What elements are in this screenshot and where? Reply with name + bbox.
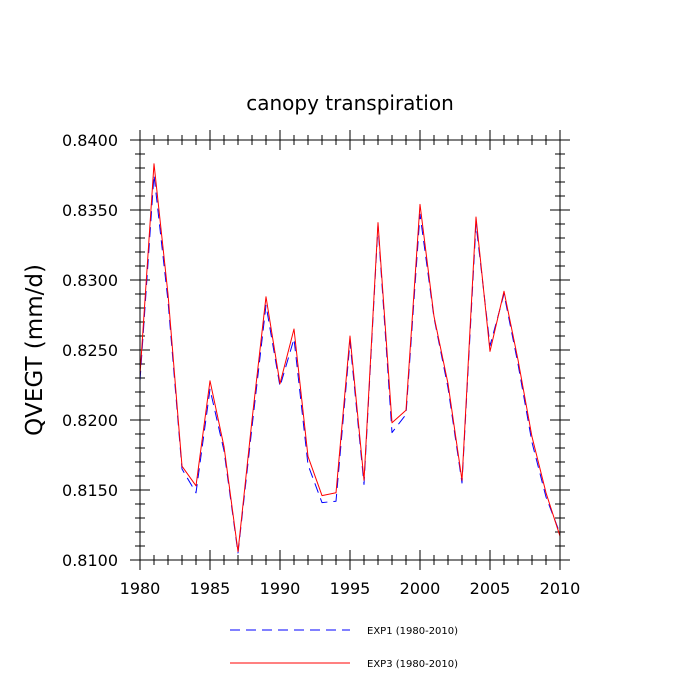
chart-title: canopy transpiration (246, 91, 454, 115)
plot-frame (139, 139, 561, 561)
x-tick-label: 1990 (260, 579, 301, 598)
series-line-2 (139, 163, 561, 553)
y-tick-label: 0.8250 (62, 341, 118, 360)
legend-label-2: EXP3 (1980-2010) (367, 659, 458, 670)
y-tick-label: 0.8300 (62, 271, 118, 290)
y-tick-label: 0.8200 (62, 411, 118, 430)
legend: EXP1 (1980-2010) EXP3 (1980-2010) (230, 626, 458, 670)
y-tick-label: 0.8150 (62, 481, 118, 500)
y-tick-label: 0.8400 (62, 131, 118, 150)
legend-label-1: EXP1 (1980-2010) (367, 626, 458, 637)
y-axis-label: QVEGT (mm/d) (22, 264, 48, 436)
series-line-1 (139, 174, 561, 554)
x-tick-label: 2005 (470, 579, 511, 598)
x-tick-label: 2000 (400, 579, 441, 598)
x-tick-label: 2010 (540, 579, 581, 598)
y-tick-label: 0.8350 (62, 201, 118, 220)
y-tick-label: 0.8100 (62, 551, 118, 570)
x-tick-label: 1985 (190, 579, 231, 598)
axis-ticks: 1980 1985 1990 1995 2000 2005 2010 0.8100 0.8150… (62, 130, 580, 598)
series-lines (139, 163, 561, 554)
x-tick-label: 1995 (330, 579, 371, 598)
x-tick-label: 1980 (120, 579, 161, 598)
